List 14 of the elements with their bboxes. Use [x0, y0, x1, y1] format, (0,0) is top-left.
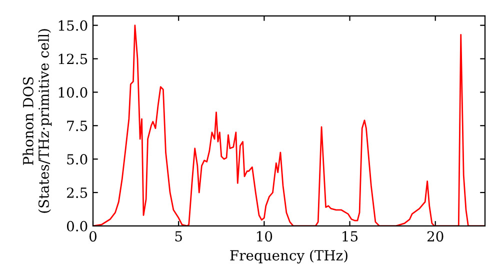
x-tick-label: 15 — [342, 231, 358, 242]
x-tick-label: 20 — [427, 231, 444, 242]
y-tick-label: 5.0 — [67, 154, 88, 165]
y-tick-label: 7.5 — [67, 120, 88, 132]
y-tick-label: 2.5 — [66, 187, 88, 198]
x-tick-label: 0 — [89, 231, 96, 242]
y-axis-title: Phonon DOS (States/THz·primitive cell) — [22, 29, 52, 213]
y-tick-label: 15.0 — [58, 20, 88, 31]
x-tick-label: 10 — [257, 231, 272, 242]
y-tick-label: 12.5 — [58, 54, 88, 64]
y-tick-label: 0.0 — [66, 220, 88, 232]
x-tick-label: 5 — [175, 231, 182, 242]
y-tick-label: 10.0 — [58, 87, 88, 98]
x-axis-title: Frequency (THz) — [230, 250, 348, 264]
